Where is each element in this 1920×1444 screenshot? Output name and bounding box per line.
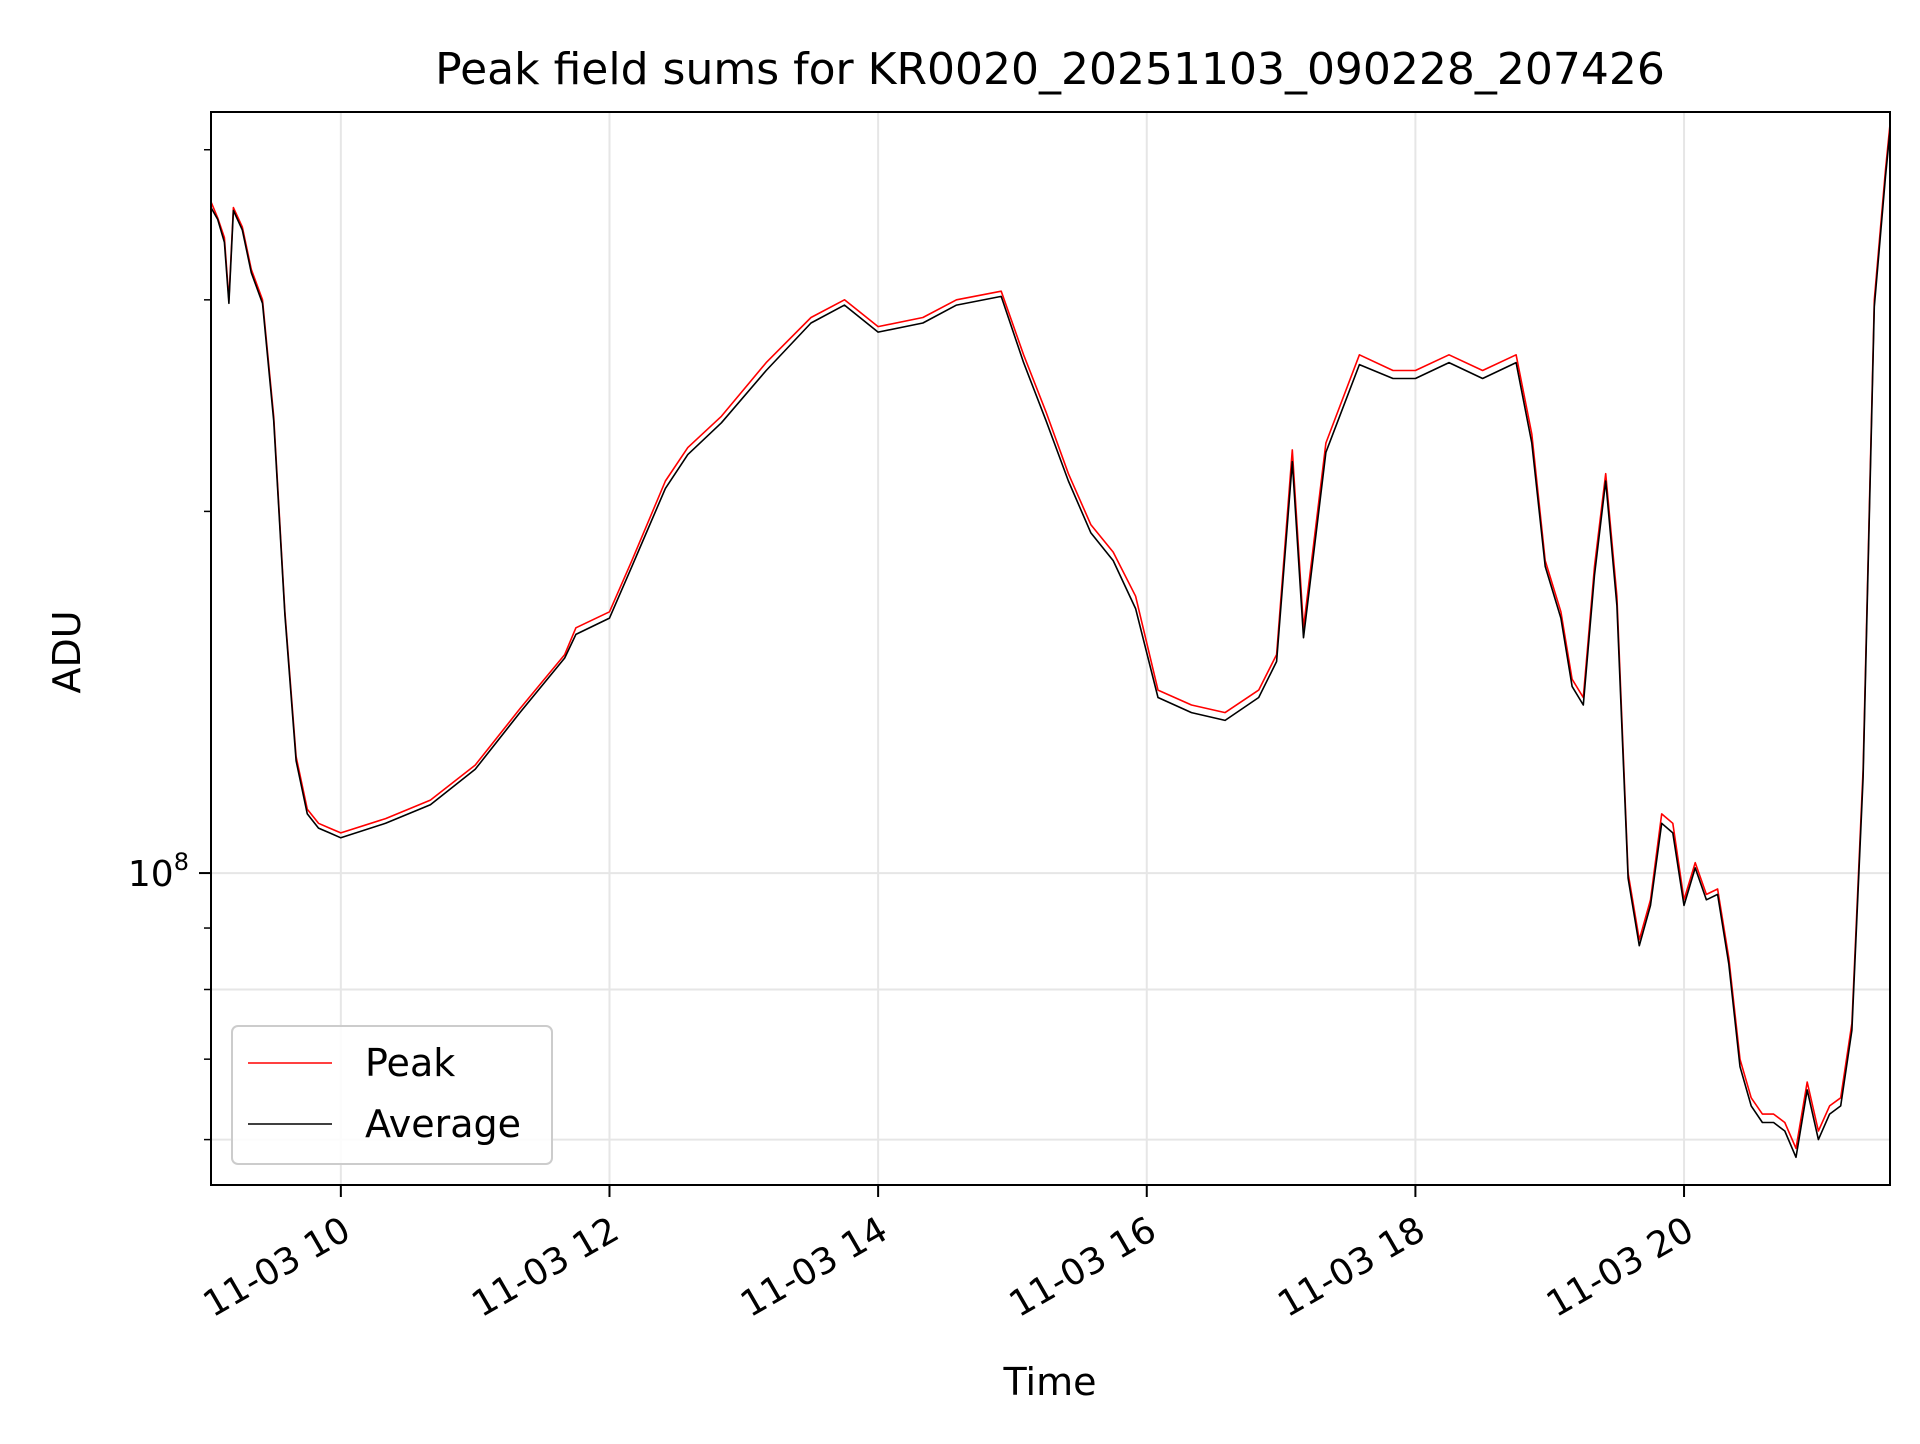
series-lines [210, 124, 1891, 1159]
chart-title: Peak field sums for KR0020_20251103_0902… [435, 44, 1665, 95]
legend-box [231, 1025, 553, 1165]
y-axis-label: ADU [45, 610, 89, 693]
x-axis-label: Time [1003, 1360, 1097, 1404]
plot-area-frame [210, 111, 1891, 1186]
legend-average-label: Average [365, 1102, 521, 1146]
legend: Peak Average [231, 1025, 553, 1165]
series-line-average [210, 130, 1891, 1159]
legend-peak-label: Peak [365, 1041, 455, 1085]
grid-lines [211, 112, 1890, 1185]
